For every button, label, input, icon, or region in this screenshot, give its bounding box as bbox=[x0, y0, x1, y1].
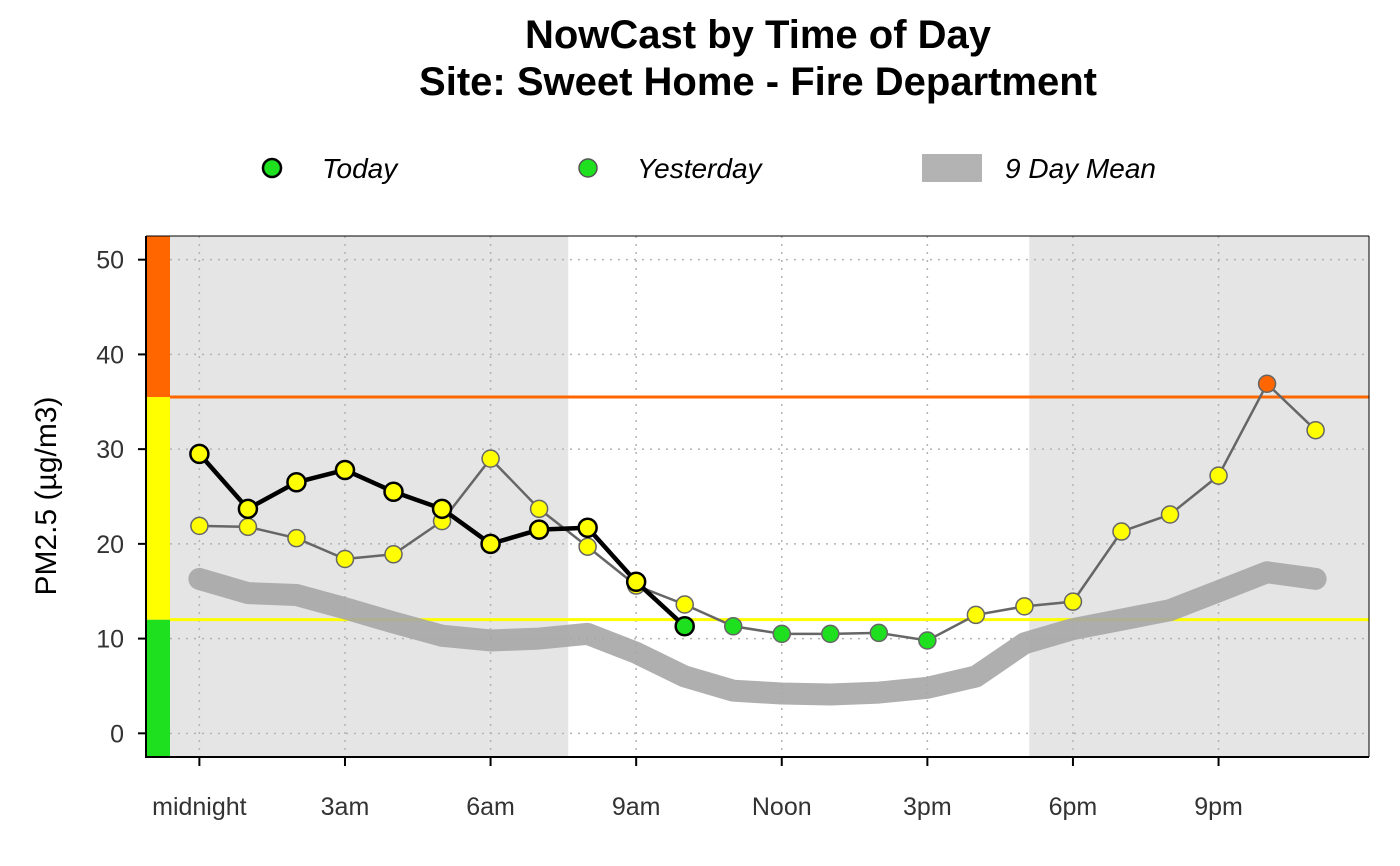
today-point-5 bbox=[431, 498, 453, 520]
x-tick-label-15: 3pm bbox=[903, 793, 952, 821]
today-point-8 bbox=[577, 517, 598, 539]
today-point-6 bbox=[480, 533, 501, 555]
legend-yesterday-symbol bbox=[578, 158, 598, 178]
x-tick-label-3: 3am bbox=[321, 793, 370, 821]
x-tick-label-12: Noon bbox=[752, 793, 812, 821]
series-mean-band bbox=[188, 561, 1327, 706]
night-shade-0 bbox=[146, 236, 569, 757]
y-tick-label-20: 20 bbox=[96, 531, 124, 559]
today-point-9 bbox=[625, 571, 647, 593]
x-tick-label-18: 6pm bbox=[1049, 793, 1098, 821]
yesterday-point-14 bbox=[869, 623, 889, 643]
today-point-4 bbox=[383, 481, 404, 503]
yesterday-point-2 bbox=[287, 528, 306, 548]
yesterday-point-11 bbox=[723, 617, 743, 636]
y-axis-label: PM2.5 (µg/m3) bbox=[30, 397, 63, 596]
yesterday-point-12 bbox=[772, 624, 792, 644]
yesterday-point-10 bbox=[675, 595, 694, 614]
yesterday-point-4 bbox=[384, 545, 403, 564]
yesterday-point-7 bbox=[529, 499, 549, 519]
x-tick-label-9: 9am bbox=[612, 793, 661, 821]
aqi-band-1 bbox=[146, 397, 170, 620]
aqi-band-2 bbox=[146, 236, 170, 398]
legend-today-symbol bbox=[261, 157, 283, 179]
yesterday-point-15 bbox=[918, 631, 937, 650]
today-point-10 bbox=[674, 616, 695, 637]
yesterday-point-16 bbox=[966, 605, 986, 625]
chart-subtitle: Site: Sweet Home - Fire Department bbox=[419, 60, 1097, 104]
legend-mean-label: 9 Day Mean bbox=[1005, 153, 1156, 184]
legend: Today Yesterday 9 Day Mean bbox=[261, 153, 1156, 184]
y-tick-label-30: 30 bbox=[96, 436, 124, 464]
yesterday-point-6 bbox=[481, 449, 500, 468]
x-tick-label-0: midnight bbox=[152, 793, 247, 821]
today-point-7 bbox=[528, 519, 550, 540]
yesterday-point-21 bbox=[1209, 466, 1228, 485]
yesterday-point-1 bbox=[238, 517, 258, 537]
yesterday-point-17 bbox=[1015, 597, 1034, 616]
legend-today-label: Today bbox=[322, 153, 399, 184]
y-tick-label-40: 40 bbox=[96, 341, 124, 369]
yesterday-point-0 bbox=[190, 516, 209, 536]
y-tick-label-50: 50 bbox=[96, 247, 124, 275]
yesterday-point-22 bbox=[1257, 374, 1277, 394]
yesterday-point-8 bbox=[578, 537, 597, 556]
plot-area: 0 10 20 30 40 50 midnight 3am 6am 9am Noon 3pm 6pm 9p… bbox=[96, 235, 1370, 821]
today-point-2 bbox=[286, 472, 307, 493]
yesterday-point-19 bbox=[1112, 522, 1131, 541]
y-tick-label-0: 0 bbox=[110, 720, 124, 748]
legend-yesterday-label: Yesterday bbox=[637, 153, 764, 184]
chart-title: NowCast by Time of Day bbox=[525, 13, 992, 57]
yesterday-point-13 bbox=[821, 624, 840, 644]
aqi-band-0 bbox=[146, 619, 170, 757]
today-point-1 bbox=[237, 498, 259, 520]
yesterday-point-20 bbox=[1160, 505, 1180, 524]
yesterday-point-18 bbox=[1063, 592, 1083, 611]
yesterday-point-3 bbox=[335, 549, 355, 569]
legend-mean-symbol bbox=[922, 154, 982, 182]
today-point-3 bbox=[334, 459, 356, 481]
x-tick-label-6: 6am bbox=[466, 793, 515, 821]
yesterday-point-23 bbox=[1306, 420, 1325, 440]
y-tick-label-10: 10 bbox=[96, 626, 124, 654]
night-shade-1 bbox=[1029, 236, 1369, 757]
x-tick-label-21: 9pm bbox=[1194, 793, 1243, 821]
today-point-0 bbox=[189, 443, 210, 465]
